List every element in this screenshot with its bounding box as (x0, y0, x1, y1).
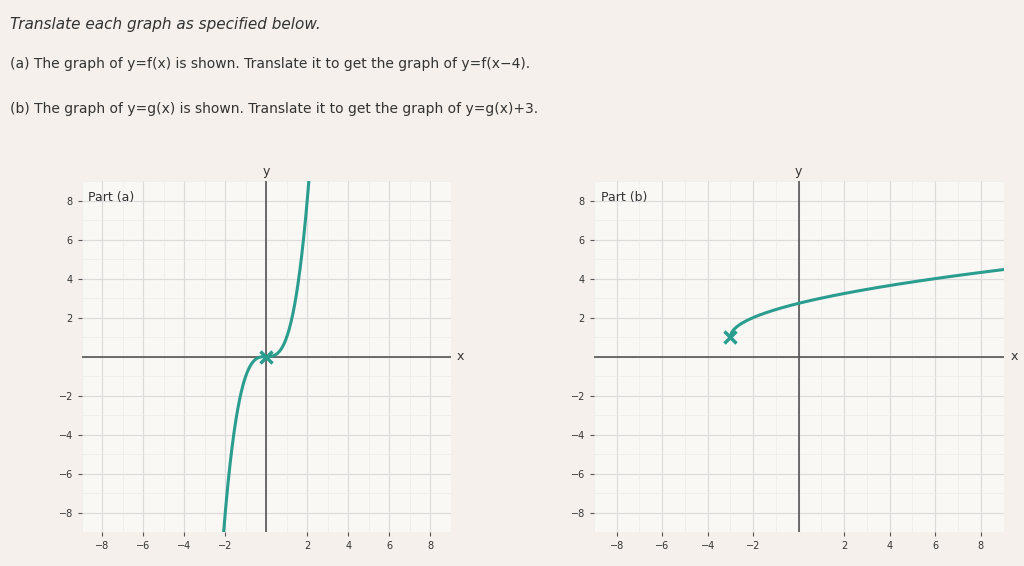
Text: x: x (1011, 350, 1018, 363)
Text: y: y (795, 165, 803, 178)
Text: Part (a): Part (a) (88, 191, 134, 204)
Text: x: x (457, 350, 464, 363)
Text: y: y (262, 165, 270, 178)
Text: (a) The graph of y=f(x) is shown. Translate it to get the graph of y=f(x−4).: (a) The graph of y=f(x) is shown. Transl… (10, 57, 530, 71)
Text: Translate each graph as specified below.: Translate each graph as specified below. (10, 17, 321, 32)
Text: (b) The graph of y=g(x) is shown. Translate it to get the graph of y=g(x)+3.: (b) The graph of y=g(x) is shown. Transl… (10, 102, 539, 116)
Text: Part (b): Part (b) (601, 191, 647, 204)
